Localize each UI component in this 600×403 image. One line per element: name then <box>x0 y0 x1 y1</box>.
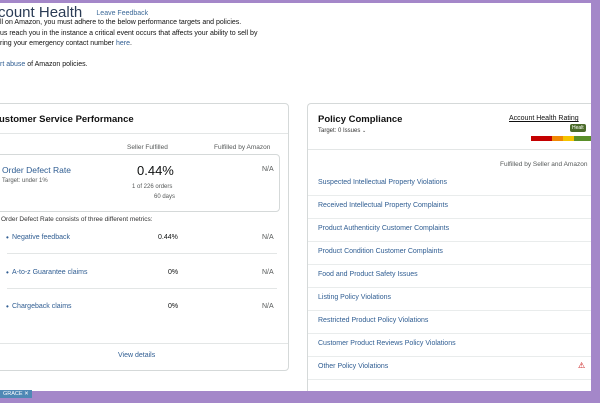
metric-seller-value: 0% <box>168 303 179 310</box>
policy-row-count: 0 <box>593 200 600 212</box>
policy-row-count: 0 <box>593 177 600 189</box>
cs-footer-divider <box>0 343 288 344</box>
intro-line-3-prefix: ring your emergency contact number <box>0 40 116 47</box>
policy-row-count: 0 <box>593 315 600 327</box>
policy-row[interactable]: Received Intellectual Property Complaint… <box>308 196 600 219</box>
warning-icon: ⚠ <box>578 361 586 370</box>
policy-row[interactable]: Product Condition Customer Complaints 0 <box>308 242 600 265</box>
policy-compliance-card: Policy Compliance Target: 0 Issues ⌄ Acc… <box>307 103 600 399</box>
metric-label-link[interactable]: A-to-z Guarantee claims <box>12 269 88 276</box>
rating-bar-yellow <box>563 136 574 141</box>
policy-row-label[interactable]: Listing Policy Violations <box>318 294 392 301</box>
odr-value: 0.44% <box>137 163 174 178</box>
report-abuse-text: rt abuse of Amazon policies. <box>0 61 88 68</box>
grace-tag[interactable]: GRACE ✕ <box>0 390 32 398</box>
odr-consists-text: Order Defect Rate consists of three diff… <box>1 216 153 223</box>
policy-target-text: Target: 0 Issues <box>318 128 361 134</box>
view-all-link[interactable]: View all (1) <box>441 392 474 399</box>
col-fulfilled-seller-amazon: Fulfilled by Seller and Amazon <box>500 161 588 168</box>
metric-row: • A-to-z Guarantee claims 0% N/A <box>0 268 290 290</box>
policy-row-count: 0 <box>593 269 600 281</box>
intro-line-2: us reach you in the instance a critical … <box>0 29 258 37</box>
bullet-icon: • <box>6 302 9 311</box>
policy-row-count: 0 <box>593 292 600 304</box>
odr-link[interactable]: Order Defect Rate <box>2 165 71 175</box>
policy-row-count: 0 <box>593 338 600 350</box>
bullet-icon: • <box>6 268 9 277</box>
metric-divider <box>7 288 277 289</box>
rating-bar-green <box>574 136 591 141</box>
metric-seller-value: 0% <box>168 269 179 276</box>
metric-amazon-value: N/A <box>262 269 274 276</box>
metric-row: • Negative feedback 0.44% N/A <box>0 233 290 255</box>
page-title: count Health Leave Feedback <box>0 4 148 21</box>
policy-row[interactable]: Other Policy Violations ⚠ 1 <box>308 357 600 380</box>
policy-compliance-title: Policy Compliance <box>318 114 403 125</box>
bullet-icon: • <box>6 233 9 242</box>
col-seller-fulfilled: Seller Fulfilled <box>127 144 168 151</box>
report-abuse-suffix: of Amazon policies. <box>25 61 88 68</box>
odr-box: Order Defect Rate Target: under 1% 0.44%… <box>0 154 280 212</box>
policy-row-label[interactable]: Other Policy Violations <box>318 363 389 370</box>
metric-seller-value: 0.44% <box>158 234 178 241</box>
odr-orders: 1 of 226 orders <box>132 184 173 190</box>
policy-row[interactable]: Suspected Intellectual Property Violatio… <box>308 173 600 196</box>
intro-line-1: ll on Amazon, you must adhere to the bel… <box>0 19 242 26</box>
rating-bar-red <box>531 136 552 141</box>
intro-line-3-suffix: . <box>129 40 132 47</box>
odr-amazon-value: N/A <box>262 166 274 173</box>
emergency-contact-link[interactable]: here <box>115 40 130 47</box>
odr-days: 60 days <box>154 194 176 200</box>
policy-row[interactable]: Restricted Product Policy Violations 0 <box>308 311 600 334</box>
customer-service-title: ustomer Service Performance <box>0 114 134 125</box>
policy-row-label[interactable]: Received Intellectual Property Complaint… <box>318 202 448 209</box>
account-health-rating-label[interactable]: Account Health Rating <box>509 115 579 122</box>
policy-row-label[interactable]: Customer Product Reviews Policy Violatio… <box>318 340 456 347</box>
policy-row-count: 0 <box>593 246 600 258</box>
policy-row-label[interactable]: Product Authenticity Customer Complaints <box>318 225 450 232</box>
policy-row-label[interactable]: Food and Product Safety Issues <box>318 271 418 278</box>
policy-row-label[interactable]: Restricted Product Policy Violations <box>318 317 429 324</box>
policy-target: Target: 0 Issues ⌄ <box>318 128 366 134</box>
policy-row[interactable]: Customer Product Reviews Policy Violatio… <box>308 334 600 357</box>
metric-amazon-value: N/A <box>262 234 274 241</box>
report-abuse-link[interactable]: rt abuse <box>0 61 26 68</box>
intro-text: ll on Amazon, you must adhere to the bel… <box>0 18 300 50</box>
leave-feedback-link[interactable]: Leave Feedback <box>96 9 149 17</box>
page-title-text: count Health <box>0 4 83 21</box>
policy-row-label[interactable]: Suspected Intellectual Property Violatio… <box>318 179 448 186</box>
rating-bar-orange <box>552 136 563 141</box>
health-rating-badge: Healt <box>570 124 586 132</box>
pc-title-divider <box>308 149 591 150</box>
intro-line-3: ring your emergency contact number here. <box>0 39 300 50</box>
policy-row-label[interactable]: Product Condition Customer Complaints <box>318 248 443 255</box>
metric-row: • Chargeback claims 0% N/A <box>0 302 290 324</box>
cs-title-divider <box>0 133 288 134</box>
metric-divider <box>7 253 277 254</box>
policy-row-count: 0 <box>593 223 600 235</box>
policy-row[interactable]: Food and Product Safety Issues 0 <box>308 265 600 288</box>
chevron-down-icon[interactable]: ⌄ <box>362 128 367 134</box>
metric-label-link[interactable]: Negative feedback <box>12 234 70 241</box>
customer-service-card: ustomer Service Performance Seller Fulfi… <box>0 103 289 371</box>
col-fulfilled-by-amazon: Fulfilled by Amazon <box>214 144 271 151</box>
policy-row[interactable]: Product Authenticity Customer Complaints… <box>308 219 600 242</box>
view-details-link[interactable]: View details <box>118 352 156 359</box>
odr-target: Target: under 1% <box>2 178 48 184</box>
metric-label-link[interactable]: Chargeback claims <box>12 303 72 310</box>
metric-amazon-value: N/A <box>262 303 274 310</box>
policy-row[interactable]: Listing Policy Violations 0 <box>308 288 600 311</box>
policy-row-count: 1 <box>593 361 600 373</box>
